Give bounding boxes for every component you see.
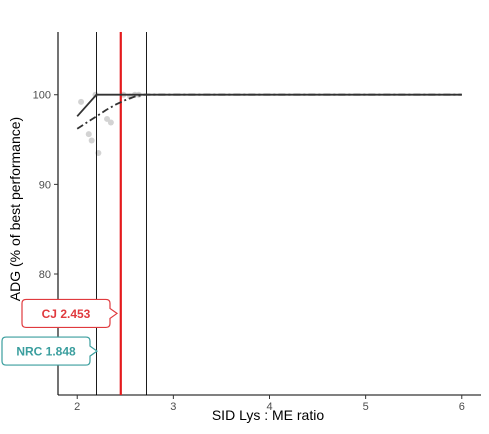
y-axis-title: ADG (% of best performance) <box>7 117 23 301</box>
data-point <box>88 137 95 144</box>
y-tick-label: 100 <box>33 90 51 102</box>
data-point <box>85 131 92 138</box>
x-tick-label: 6 <box>459 401 465 413</box>
plot-area: 2 3 4 5 6 80 90 100 <box>33 32 481 413</box>
x-tick-label: 4 <box>266 401 272 413</box>
series-line-dashdot <box>76 93 462 130</box>
callout-label: NRC 1.848 <box>16 345 76 359</box>
data-point <box>78 98 85 105</box>
callout-name: CJ <box>42 307 61 321</box>
x-tick-label: 2 <box>74 401 80 413</box>
callout-box <box>21 298 119 329</box>
callouts: CJ 2.453 NRC 1.848 <box>1 298 119 366</box>
series-line-solid <box>76 93 462 117</box>
callout-name: NRC <box>16 345 45 359</box>
data-point <box>107 119 114 126</box>
x-axis-title: SID Lys : ME ratio <box>212 407 325 423</box>
callout-label: CJ 2.453 <box>42 307 91 321</box>
y-tick-label: 90 <box>39 179 51 191</box>
x-tick-label: 3 <box>170 401 176 413</box>
callout-box <box>1 336 99 366</box>
data-point <box>104 115 111 122</box>
callout-value: 1.848 <box>46 345 76 359</box>
callout-value: 2.453 <box>60 307 90 321</box>
y-tick-label: 80 <box>39 269 51 281</box>
x-tick-label: 5 <box>363 401 369 413</box>
